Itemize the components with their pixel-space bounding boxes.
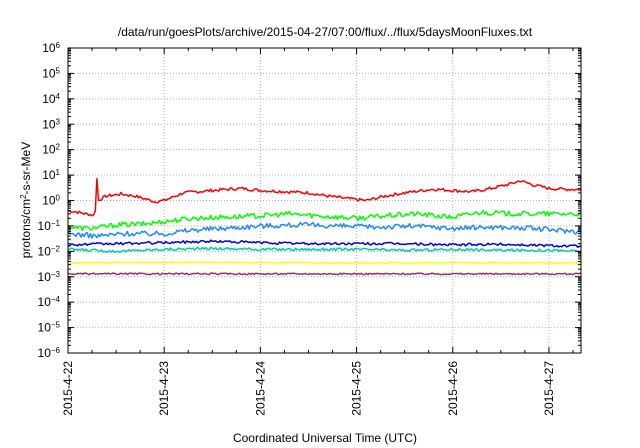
x-axis-label: Coordinated Universal Time (UTC) bbox=[233, 431, 417, 445]
x-tick-label: 2015-4-26 bbox=[446, 361, 460, 416]
x-tick-label: 2015-4-23 bbox=[157, 361, 171, 416]
y-tick-label: 10−2 bbox=[38, 244, 61, 258]
series-line-2 bbox=[67, 209, 582, 232]
series-lines bbox=[67, 178, 582, 276]
x-tick-label: 2015-4-25 bbox=[350, 361, 364, 416]
y-axis-label-rest: -s-sr-MeV bbox=[19, 142, 33, 195]
y-tick-label: 10−1 bbox=[38, 218, 61, 233]
y-tick-label: 102 bbox=[42, 142, 60, 157]
y-axis-label-superscript: 2 bbox=[19, 194, 28, 199]
y-tick-label: 10−3 bbox=[38, 269, 61, 284]
y-tick-label: 103 bbox=[42, 117, 60, 132]
grid bbox=[68, 48, 581, 353]
series-line-5 bbox=[67, 246, 582, 254]
y-axis-label: protons/cm2-s-sr-MeV bbox=[19, 142, 34, 258]
y-tick-label: 10−4 bbox=[38, 295, 61, 310]
chart-title: /data/run/goesPlots/archive/2015-04-27/0… bbox=[118, 25, 533, 39]
series-line-7 bbox=[67, 272, 582, 276]
y-tick-label: 100 bbox=[42, 193, 60, 208]
x-tick-label: 2015-4-27 bbox=[542, 361, 556, 416]
y-tick-label: 10−6 bbox=[38, 346, 61, 361]
y-tick-label: 106 bbox=[42, 41, 60, 56]
y-tick-label: 10−5 bbox=[38, 320, 61, 335]
y-axis-label-main: protons/cm bbox=[19, 199, 33, 258]
series-line-1 bbox=[67, 178, 582, 217]
plot-frame bbox=[67, 47, 582, 354]
tick-marks bbox=[67, 47, 581, 354]
x-tick-label: 2015-4-24 bbox=[253, 361, 267, 416]
x-tick-labels: 2015-4-22 2015-4-23 2015-4-24 2015-4-25 2015… bbox=[61, 361, 556, 416]
y-tick-label: 105 bbox=[42, 66, 60, 81]
y-tick-label: 104 bbox=[42, 91, 60, 106]
y-tick-label: 101 bbox=[42, 168, 60, 183]
x-tick-label: 2015-4-22 bbox=[61, 361, 75, 416]
series-line-4 bbox=[67, 239, 582, 248]
series-line-6 bbox=[67, 261, 582, 265]
y-tick-labels: 10−6 10−5 10−4 10−3 10−2 10−1 100 101 102 103 104 1… bbox=[38, 41, 61, 361]
series-line-3 bbox=[67, 221, 582, 239]
